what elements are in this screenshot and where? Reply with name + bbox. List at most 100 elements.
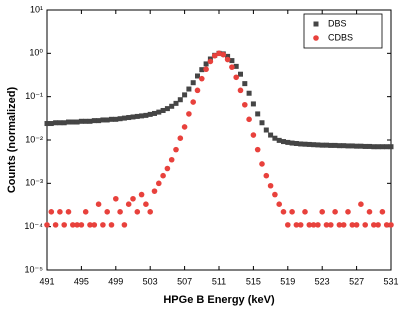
point <box>293 141 299 147</box>
y-tick-label: 10¹ <box>30 4 43 14</box>
point <box>53 120 59 126</box>
point <box>104 117 110 123</box>
point <box>268 132 274 138</box>
point <box>108 222 115 228</box>
point <box>229 58 235 64</box>
point <box>57 120 63 126</box>
point <box>48 209 55 215</box>
point <box>52 222 59 228</box>
y-axis-title: Counts (normalized) <box>6 87 18 194</box>
point <box>216 50 222 57</box>
legend-label: CDBS <box>328 32 353 42</box>
point <box>311 142 317 148</box>
point <box>388 222 394 228</box>
point <box>190 80 196 86</box>
x-tick-label: 519 <box>280 276 295 286</box>
point <box>384 144 390 150</box>
point <box>332 142 338 148</box>
point <box>371 222 377 228</box>
point <box>134 209 141 215</box>
point <box>96 118 102 124</box>
point <box>306 141 312 147</box>
point <box>263 172 270 179</box>
x-tick-label: 515 <box>246 276 261 286</box>
point <box>78 118 84 124</box>
point <box>100 222 106 228</box>
point <box>78 222 85 228</box>
point <box>242 101 248 108</box>
point <box>272 135 278 141</box>
point <box>57 209 63 215</box>
point <box>289 140 295 146</box>
point <box>276 201 283 207</box>
point <box>289 209 295 215</box>
point <box>349 143 355 149</box>
point <box>267 182 274 189</box>
point <box>250 101 256 107</box>
point <box>362 222 369 228</box>
point <box>130 195 136 202</box>
point <box>104 209 110 215</box>
y-tick-label: 10⁻² <box>25 134 43 144</box>
point <box>255 111 261 117</box>
point <box>280 209 287 215</box>
point <box>203 61 209 67</box>
point <box>195 73 200 79</box>
point <box>134 113 140 119</box>
point <box>87 118 93 124</box>
point <box>328 222 334 228</box>
point <box>340 222 347 228</box>
point <box>48 121 54 127</box>
point <box>117 209 123 215</box>
point <box>315 142 321 148</box>
point <box>199 75 205 82</box>
point <box>345 209 351 215</box>
point <box>293 222 300 228</box>
point <box>242 81 248 87</box>
point <box>310 222 317 228</box>
point <box>164 106 170 112</box>
point <box>44 121 50 127</box>
point <box>207 58 214 65</box>
x-tick-label: 503 <box>143 276 158 286</box>
point <box>233 74 239 81</box>
point <box>147 209 153 215</box>
point <box>237 87 244 94</box>
point <box>173 146 179 153</box>
point <box>229 64 235 70</box>
point <box>246 116 252 123</box>
point <box>341 143 347 149</box>
y-tick-label: 10⁻¹ <box>25 91 43 101</box>
point <box>156 109 162 115</box>
point <box>233 63 239 69</box>
point <box>225 53 231 59</box>
point <box>336 222 343 228</box>
point <box>173 100 179 106</box>
legend-label: DBS <box>328 18 347 28</box>
point <box>126 115 132 121</box>
point <box>319 142 325 148</box>
point <box>354 143 360 149</box>
point <box>151 188 158 194</box>
point <box>328 142 334 148</box>
point <box>143 201 149 207</box>
point <box>298 141 304 147</box>
point <box>246 90 252 96</box>
point <box>168 156 175 163</box>
point <box>315 222 321 228</box>
point <box>276 137 282 143</box>
x-tick-label: 527 <box>349 276 364 286</box>
point <box>186 111 192 117</box>
point <box>302 141 308 147</box>
point <box>61 120 67 126</box>
point <box>113 116 119 122</box>
point <box>70 222 76 228</box>
point <box>324 142 329 148</box>
x-tick-label: 507 <box>177 276 192 286</box>
point <box>366 209 373 215</box>
point <box>61 222 67 228</box>
x-tick-label: 495 <box>74 276 89 286</box>
point <box>121 115 127 121</box>
point <box>379 209 386 215</box>
point <box>65 209 72 215</box>
